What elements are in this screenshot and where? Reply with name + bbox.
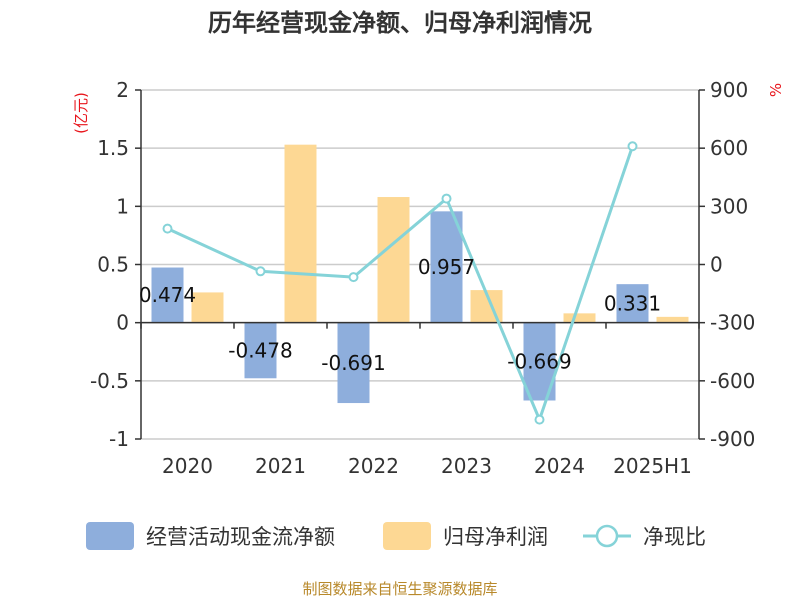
legend-label-cash-flow: 经营活动现金流净额 — [146, 525, 335, 549]
data-label-cash-flow: 0.331 — [604, 291, 661, 315]
ratio-line — [166, 145, 634, 424]
right-tick-label: 0 — [710, 253, 723, 277]
left-tick-label: 1 — [116, 194, 129, 218]
data-label-cash-flow: -0.478 — [228, 338, 292, 362]
x-axis-labels: 2020 2021 2022 2023 2024 2025H1 — [162, 454, 692, 478]
bar-net-profit — [191, 292, 224, 323]
source-note: 制图数据来自恒生聚源数据库 — [302, 580, 497, 598]
bar-cash-flow — [430, 211, 463, 323]
left-tick-label: 0.5 — [97, 253, 129, 277]
right-tick-label: 600 — [710, 136, 748, 160]
legend-label-net-profit: 归母净利润 — [443, 525, 548, 549]
right-tick-label: -900 — [710, 427, 755, 451]
left-tick-label: 0 — [116, 311, 129, 335]
x-tick-label: 2020 — [162, 454, 213, 478]
right-tick-label: -600 — [710, 369, 755, 393]
left-axis-ticks: -1 -0.5 0 0.5 1 1.5 2 — [90, 78, 141, 451]
data-labels: 0.474 -0.478 -0.691 0.957 -0.669 0.331 — [139, 255, 661, 375]
x-axis-ticks — [140, 322, 700, 329]
legend: 经营活动现金流净额 归母净利润 净现比 — [86, 522, 706, 550]
data-label-cash-flow: 0.957 — [418, 255, 475, 279]
data-label-cash-flow: -0.669 — [507, 350, 571, 374]
data-label-cash-flow: 0.474 — [139, 283, 196, 307]
right-tick-label: 900 — [710, 78, 748, 102]
right-tick-label: -300 — [710, 311, 755, 335]
ratio-point — [162, 223, 173, 234]
ratio-point — [255, 266, 266, 277]
data-label-cash-flow: -0.691 — [321, 351, 385, 375]
left-tick-label: 2 — [116, 78, 129, 102]
ratio-point — [348, 272, 359, 283]
legend-item-ratio[interactable]: 净现比 — [583, 524, 706, 549]
ratio-point — [441, 193, 452, 204]
bar-cash-flow — [337, 322, 370, 404]
left-axis-unit: (亿元) — [72, 92, 90, 134]
right-axis-ticks: -900 -600 -300 0 300 600 900 — [699, 78, 755, 451]
x-tick-label: 2023 — [441, 454, 492, 478]
bar-net-profit — [284, 144, 317, 323]
legend-swatch-ratio-marker — [595, 524, 619, 548]
legend-item-net-profit[interactable]: 归母净利润 — [383, 522, 548, 550]
bar-net-profit — [656, 316, 689, 323]
x-tick-label: 2024 — [534, 454, 585, 478]
legend-item-cash-flow[interactable]: 经营活动现金流净额 — [86, 522, 335, 550]
legend-swatch-net-profit — [383, 522, 431, 550]
left-tick-label: -0.5 — [90, 369, 129, 393]
bar-cash-flow — [151, 267, 184, 323]
left-tick-label: 1.5 — [97, 136, 129, 160]
bar-cash-flow — [616, 284, 649, 323]
legend-label-ratio: 净现比 — [643, 525, 706, 549]
line-series — [162, 141, 638, 425]
x-tick-label: 2025H1 — [613, 454, 692, 478]
bar-net-profit — [563, 313, 596, 323]
x-tick-label: 2021 — [255, 454, 306, 478]
right-tick-label: 300 — [710, 194, 748, 218]
x-tick-label: 2022 — [348, 454, 399, 478]
left-tick-label: -1 — [109, 427, 129, 451]
legend-swatch-cash-flow — [86, 522, 134, 550]
right-axis-unit: % — [767, 83, 785, 97]
ratio-point — [534, 414, 545, 425]
bar-net-profit — [377, 197, 410, 323]
chart-title: 历年经营现金净额、归母净利润情况 — [208, 9, 592, 37]
ratio-point — [627, 141, 638, 152]
bar-cash-flow — [244, 322, 277, 379]
